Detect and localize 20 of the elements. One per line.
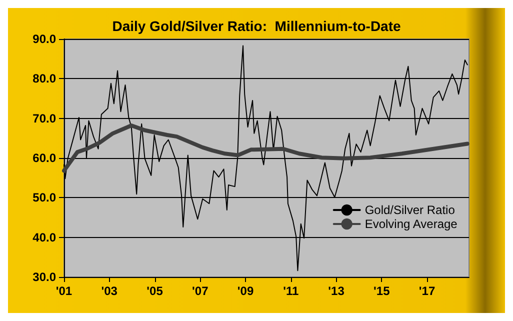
x-tick-label: '03: [101, 284, 118, 298]
x-tick-label: '15: [374, 284, 390, 298]
y-tick-label: 60.0: [32, 151, 56, 165]
y-tick-label: 90.0: [32, 32, 56, 46]
y-tick-label: 80.0: [32, 72, 56, 86]
x-tick-label: '11: [283, 284, 299, 298]
y-tick-label: 40.0: [32, 230, 56, 244]
legend-label: Evolving Average: [364, 217, 458, 231]
x-tick-label: '13: [328, 284, 345, 298]
line-series: [62, 123, 470, 173]
legend-label: Gold/Silver Ratio: [364, 203, 456, 217]
chart-title: Daily Gold/Silver Ratio: Millennium-to-Date: [112, 18, 402, 34]
y-tick-label: 70.0: [32, 111, 56, 126]
y-tick-label: 30.0: [32, 270, 56, 284]
x-tick-label: '07: [192, 284, 209, 298]
y-tick-label: 50.0: [32, 190, 56, 205]
x-tick-label: '01: [56, 284, 72, 298]
x-tick-label: '09: [237, 284, 254, 298]
x-tick-label: '17: [418, 284, 436, 298]
x-tick-label: '05: [146, 284, 164, 298]
